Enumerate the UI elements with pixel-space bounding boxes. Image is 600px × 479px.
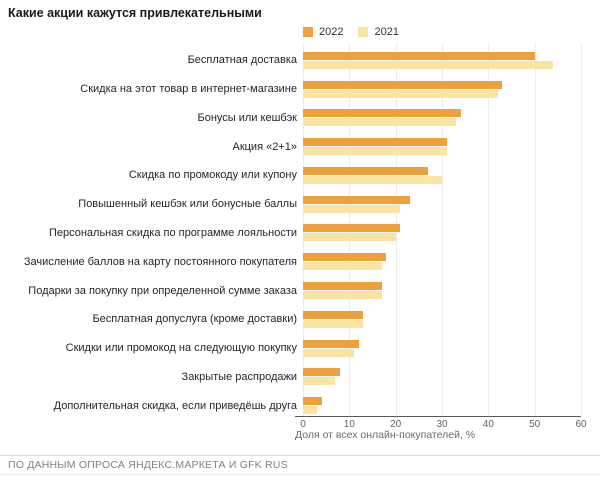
bar-row: Закрытые распродажи	[0, 362, 581, 391]
legend-label-2021: 2021	[374, 26, 399, 38]
legend: 2022 2021	[303, 26, 399, 38]
bar-2022	[303, 166, 429, 175]
x-tick-label-0: 0	[300, 419, 306, 430]
bar-2022	[303, 138, 447, 147]
bar-row: Скидка по промокоду или купону	[0, 161, 581, 190]
source-note: ПО ДАННЫМ ОПРОСА ЯНДЕКС.МАРКЕТА И GFK RU…	[8, 459, 288, 471]
bar-2022	[303, 339, 359, 348]
bar-2021	[303, 60, 554, 69]
bar-2022	[303, 195, 410, 204]
bar-pair	[303, 138, 581, 156]
x-tick-label-10: 10	[343, 419, 355, 430]
bar-row: Персональная скидка по программе лояльно…	[0, 219, 581, 248]
bar-row: Дополнительная скидка, если приведёшь др…	[0, 391, 581, 420]
category-label: Акция «2+1»	[232, 140, 297, 153]
bar-2021	[303, 204, 401, 213]
x-tick-label-50: 50	[529, 419, 541, 430]
bar-2022	[303, 282, 382, 290]
category-label: Зачисление баллов на карту постоянного п…	[23, 255, 297, 268]
bar-2021	[303, 262, 382, 271]
x-tick-label-30: 30	[436, 419, 448, 430]
bar-2021	[303, 291, 382, 299]
bar-2021	[303, 118, 456, 127]
category-label: Бесплатная допуслуга (кроме доставки)	[92, 313, 297, 326]
bar-row: Повышенный кешбэк или бонусные баллы	[0, 190, 581, 219]
chart-title: Какие акции кажутся привлекательными	[8, 6, 262, 20]
gridline-60	[581, 43, 582, 416]
bar-row: Акция «2+1»	[0, 132, 581, 161]
bar-2021	[303, 147, 447, 156]
bar-2021	[303, 89, 498, 98]
category-label: Персональная скидка по программе лояльно…	[48, 226, 297, 239]
bar-2022	[303, 310, 364, 319]
bar-row: Скидка на этот товар в интернет-магазине	[0, 75, 581, 104]
bar-2022	[303, 253, 387, 262]
bar-pair	[303, 166, 581, 184]
legend-swatch-2021	[358, 27, 369, 37]
x-axis-title: Доля от всех онлайн-покупателей, %	[295, 429, 476, 441]
bar-row: Зачисление баллов на карту постоянного п…	[0, 247, 581, 276]
bar-pair	[303, 80, 581, 98]
bar-2021	[303, 377, 336, 386]
x-axis-ticks: 0 10 20 30 40 50 60	[300, 419, 586, 431]
category-label: Дополнительная скидка, если приведёшь др…	[53, 399, 297, 412]
x-tick-label-40: 40	[482, 419, 494, 430]
category-label: Повышенный кешбэк или бонусные баллы	[78, 198, 297, 211]
bar-rows: Бесплатная доставка Скидка на этот товар …	[0, 46, 581, 420]
bar-pair	[303, 310, 581, 328]
bar-2022	[303, 109, 461, 118]
category-label: Скидка по промокоду или купону	[128, 169, 297, 182]
bar-row: Бесплатная допуслуга (кроме доставки)	[0, 305, 581, 334]
bar-row: Подарки за покупку при определенной сумм…	[0, 276, 581, 305]
x-tick-label-60: 60	[575, 419, 587, 430]
bar-2021	[303, 233, 396, 242]
bar-2022	[303, 397, 322, 406]
bar-pair	[303, 368, 581, 386]
legend-label-2022: 2022	[319, 26, 344, 38]
bar-2022	[303, 224, 401, 233]
bar-row: Бесплатная доставка	[0, 46, 581, 75]
category-label: Скидка на этот товар в интернет-магазине	[80, 83, 297, 96]
bar-2021	[303, 348, 354, 357]
bar-pair	[303, 109, 581, 127]
bar-2021	[303, 319, 364, 328]
category-label: Скидки или промокод на следующую покупку	[65, 342, 297, 355]
category-label: Бесплатная доставка	[187, 54, 297, 67]
bottom-divider	[0, 474, 600, 475]
category-label: Закрытые распродажи	[181, 370, 297, 383]
bar-2022	[303, 51, 535, 60]
bar-2022	[303, 368, 341, 377]
bar-pair	[303, 253, 581, 271]
bar-pair	[303, 51, 581, 69]
bar-pair	[303, 339, 581, 357]
bar-pair	[303, 397, 581, 415]
bar-row: Бонусы или кешбэк	[0, 104, 581, 133]
bar-pair	[303, 224, 581, 242]
bar-2021	[303, 406, 317, 415]
category-label: Подарки за покупку при определенной сумм…	[28, 284, 297, 297]
legend-item-2022: 2022	[303, 26, 343, 38]
bar-row: Скидки или промокод на следующую покупку	[0, 334, 581, 363]
bar-2022	[303, 80, 503, 89]
bar-2021	[303, 175, 442, 184]
legend-swatch-2022	[303, 27, 313, 37]
bar-pair	[303, 282, 581, 299]
x-axis-line	[295, 416, 581, 417]
bar-pair	[303, 195, 581, 213]
footer-divider	[0, 455, 600, 456]
category-label: Бонусы или кешбэк	[197, 111, 298, 124]
x-tick-label-20: 20	[390, 419, 402, 430]
legend-item-2021: 2021	[358, 26, 399, 38]
